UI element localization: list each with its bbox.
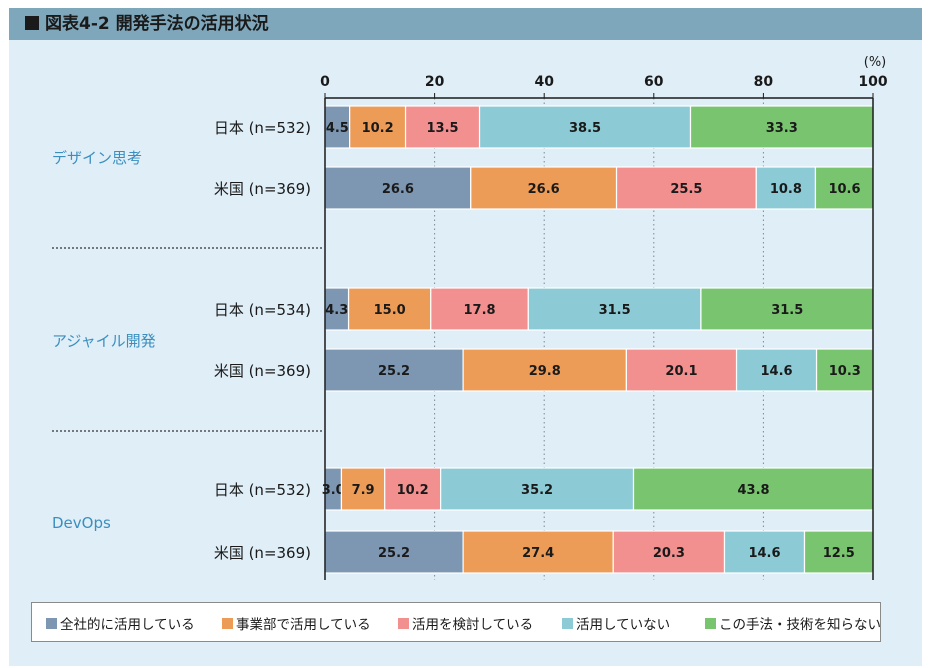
data-label-1-1-3: 14.6	[761, 364, 793, 379]
data-label-2-1-0: 25.2	[378, 546, 410, 561]
bar-segment-1-0-2	[430, 287, 529, 331]
row-label-0-0: 日本 (n=532)	[214, 119, 311, 137]
bar-segment-1-1-0	[324, 348, 464, 392]
x-tick-label-0: 0	[320, 74, 330, 90]
bar-segment-1-1-2	[625, 348, 738, 392]
bar-segment-2-1-2	[612, 530, 726, 574]
data-label-1-1-1: 29.8	[529, 364, 561, 379]
row-label-2-1: 米国 (n=369)	[214, 544, 311, 562]
group-label-2: DevOps	[52, 514, 111, 532]
data-label-0-1-1: 26.6	[528, 182, 560, 197]
legend-item-3: 活用していない	[562, 614, 671, 633]
title-square-icon	[25, 16, 39, 30]
data-label-2-0-3: 35.2	[521, 483, 553, 498]
legend-label-0: 全社的に活用している	[60, 617, 195, 633]
bar-segment-0-1-0	[324, 166, 472, 210]
x-tick-label-2: 40	[534, 74, 554, 90]
bar-segment-2-1-0	[324, 530, 464, 574]
bar-segment-0-0-1	[349, 105, 407, 149]
bar-segment-2-0-3	[440, 467, 635, 511]
legend-swatch-2	[398, 617, 409, 629]
bar-segment-2-0-4	[632, 467, 875, 511]
data-label-2-1-3: 14.6	[748, 546, 780, 561]
legend-item-2: 活用を検討している	[398, 614, 534, 633]
legend-label-4: この手法・技術を知らない	[719, 617, 881, 633]
bar-segment-1-0-3	[527, 287, 702, 331]
bar-segment-2-0-2	[384, 467, 442, 511]
legend-label-3: 活用していない	[576, 617, 671, 633]
row-label-2-0: 日本 (n=532)	[214, 481, 311, 499]
row-label-0-1: 米国 (n=369)	[214, 180, 311, 198]
data-label-2-1-2: 20.3	[653, 546, 685, 561]
group-label-0: デザイン思考	[52, 149, 142, 167]
data-label-1-0-1: 15.0	[374, 303, 406, 318]
data-label-0-1-0: 26.6	[382, 182, 414, 197]
legend-swatch-0	[46, 617, 57, 629]
data-label-1-1-0: 25.2	[378, 364, 410, 379]
legend-swatch-3	[562, 617, 573, 629]
row-label-1-0: 日本 (n=534)	[214, 301, 311, 319]
data-label-2-0-4: 43.8	[737, 483, 769, 498]
data-label-0-1-4: 10.6	[828, 182, 860, 197]
bar-segment-0-0-3	[478, 105, 692, 149]
x-tick-label-4: 80	[754, 74, 774, 90]
data-label-1-0-3: 31.5	[599, 303, 631, 318]
chart-title: 図表4-2 開発手法の活用状況	[45, 14, 269, 34]
legend-label-1: 事業部で活用している	[236, 617, 371, 633]
bar-segment-2-1-1	[462, 530, 614, 574]
bar-segment-2-0-1	[340, 467, 386, 511]
data-label-1-1-2: 20.1	[665, 364, 697, 379]
row-label-1-1: 米国 (n=369)	[214, 362, 311, 380]
legend-swatch-4	[705, 617, 716, 629]
data-label-0-0-0: 4.5	[326, 121, 349, 136]
bar-segment-1-0-1	[347, 287, 432, 331]
data-label-1-0-0: 4.3	[325, 303, 348, 318]
legend: 全社的に活用している 事業部で活用している 活用を検討している 活用していない この手法…	[31, 602, 881, 642]
legend-item-4: この手法・技術を知らない	[705, 614, 881, 633]
x-tick-label-5: 100	[858, 74, 887, 90]
data-label-0-1-3: 10.8	[770, 182, 802, 197]
data-label-0-0-3: 38.5	[569, 121, 601, 136]
bar-segment-0-1-4	[814, 166, 875, 210]
bar-segment-0-1-2	[615, 166, 757, 210]
bar-segment-1-1-1	[462, 348, 628, 392]
data-label-2-1-4: 12.5	[823, 546, 855, 561]
group-label-1: アジャイル開発	[52, 332, 156, 350]
data-label-2-0-1: 7.9	[352, 483, 375, 498]
data-label-2-0-2: 10.2	[397, 483, 429, 498]
bar-segment-1-1-4	[815, 348, 874, 392]
data-label-1-0-4: 31.5	[771, 303, 803, 318]
x-tick-label-3: 60	[644, 74, 664, 90]
data-label-1-1-4: 10.3	[829, 364, 861, 379]
legend-swatch-1	[222, 617, 233, 629]
bar-segment-1-0-4	[700, 287, 875, 331]
bar-segment-2-1-3	[723, 530, 806, 574]
data-label-2-0-0: 3.0	[322, 483, 345, 498]
legend-item-0: 全社的に活用している	[46, 614, 195, 633]
legend-label-2: 活用を検討している	[412, 617, 534, 633]
legend-item-1: 事業部で活用している	[222, 614, 371, 633]
data-label-0-0-4: 33.3	[766, 121, 798, 136]
data-label-0-0-2: 13.5	[427, 121, 459, 136]
data-label-2-1-1: 27.4	[522, 546, 554, 561]
unit-label: (%)	[864, 55, 887, 70]
x-tick-label-1: 20	[425, 74, 445, 90]
data-label-1-0-2: 17.8	[463, 303, 495, 318]
data-label-0-1-2: 25.5	[670, 182, 702, 197]
data-label-0-0-1: 10.2	[362, 121, 394, 136]
title-bar: 図表4-2 開発手法の活用状況	[9, 8, 922, 40]
